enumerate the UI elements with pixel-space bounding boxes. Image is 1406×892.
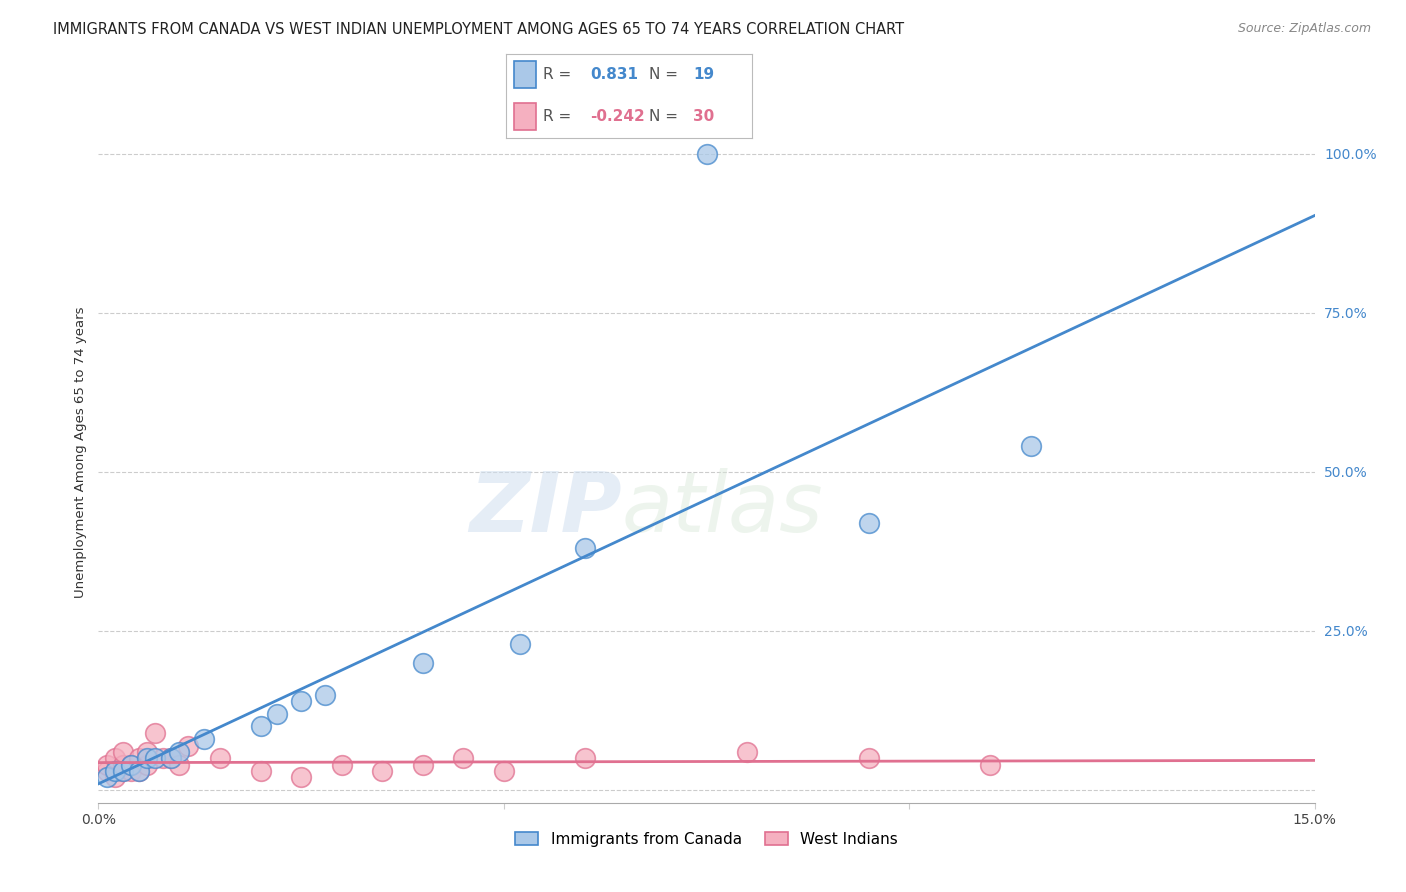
Point — [453, 751, 475, 765]
Point — [160, 751, 183, 765]
Point — [696, 146, 718, 161]
Point — [371, 764, 394, 778]
Point — [249, 719, 271, 733]
Point — [111, 764, 134, 778]
Point — [128, 764, 150, 778]
Point — [143, 726, 166, 740]
Y-axis label: Unemployment Among Ages 65 to 74 years: Unemployment Among Ages 65 to 74 years — [75, 307, 87, 599]
Point — [193, 732, 215, 747]
Point — [209, 751, 232, 765]
Text: -0.242: -0.242 — [591, 109, 644, 124]
Text: atlas: atlas — [621, 468, 823, 549]
Text: Source: ZipAtlas.com: Source: ZipAtlas.com — [1237, 22, 1371, 36]
Point — [574, 751, 596, 765]
Point — [249, 764, 271, 778]
Point — [152, 751, 174, 765]
Point — [509, 637, 531, 651]
Point — [169, 745, 191, 759]
Point — [136, 751, 159, 765]
Point — [169, 757, 191, 772]
Point — [120, 764, 142, 778]
Text: 19: 19 — [693, 67, 714, 82]
Point — [128, 751, 150, 765]
Point — [136, 757, 159, 772]
Point — [104, 764, 127, 778]
Point — [111, 757, 134, 772]
Point — [120, 757, 142, 772]
Text: 30: 30 — [693, 109, 714, 124]
Point — [266, 706, 288, 721]
Point — [104, 770, 127, 784]
Text: ZIP: ZIP — [468, 468, 621, 549]
Text: N =: N = — [648, 109, 683, 124]
Legend: Immigrants from Canada, West Indians: Immigrants from Canada, West Indians — [508, 824, 905, 855]
Text: R =: R = — [543, 67, 576, 82]
Text: IMMIGRANTS FROM CANADA VS WEST INDIAN UNEMPLOYMENT AMONG AGES 65 TO 74 YEARS COR: IMMIGRANTS FROM CANADA VS WEST INDIAN UN… — [53, 22, 904, 37]
Point — [176, 739, 198, 753]
Point — [111, 745, 134, 759]
Text: N =: N = — [648, 67, 683, 82]
Point — [290, 694, 312, 708]
Point — [412, 757, 434, 772]
Point — [143, 751, 166, 765]
Point — [1019, 439, 1042, 453]
Point — [979, 757, 1001, 772]
Point — [96, 757, 118, 772]
Text: 0.831: 0.831 — [591, 67, 638, 82]
Point — [412, 656, 434, 670]
Point — [120, 757, 142, 772]
Point — [128, 764, 150, 778]
FancyBboxPatch shape — [513, 62, 536, 88]
Point — [858, 751, 880, 765]
Point — [104, 751, 127, 765]
Point — [111, 764, 134, 778]
Point — [160, 751, 183, 765]
Point — [314, 688, 336, 702]
Point — [290, 770, 312, 784]
Point — [858, 516, 880, 530]
Point — [735, 745, 758, 759]
Point — [574, 541, 596, 556]
Point — [96, 770, 118, 784]
Point — [136, 745, 159, 759]
Text: R =: R = — [543, 109, 576, 124]
Point — [492, 764, 515, 778]
FancyBboxPatch shape — [513, 103, 536, 130]
Point — [330, 757, 353, 772]
Point — [96, 764, 118, 778]
